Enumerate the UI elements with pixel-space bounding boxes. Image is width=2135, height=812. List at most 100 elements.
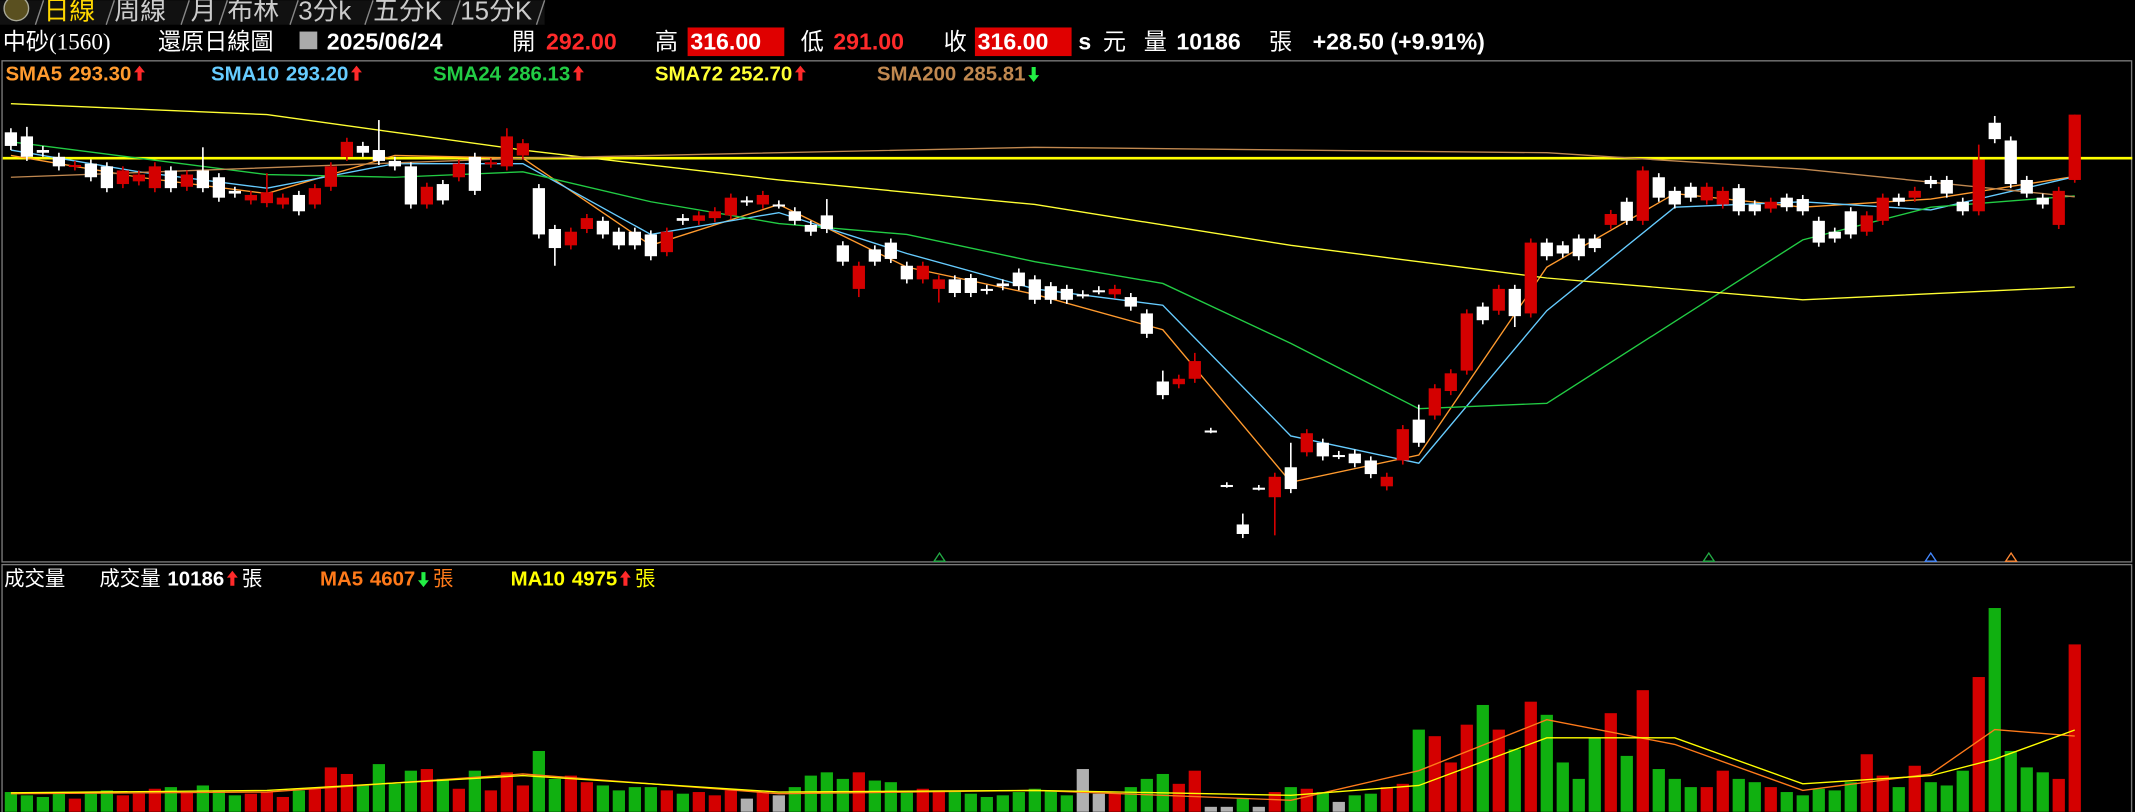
signal-marker [2004, 551, 2018, 562]
tab[interactable]: 布林 [227, 0, 279, 25]
legend-value: 286.13 [508, 64, 570, 86]
volume-bar [1988, 608, 2001, 812]
tab[interactable]: 15分K [460, 0, 532, 25]
volume-bar [1668, 778, 1681, 812]
candle-body [1252, 487, 1265, 490]
volume-bar [68, 798, 82, 812]
candle-body [900, 265, 913, 280]
candle-body [372, 150, 385, 161]
high-value: 316.00 [690, 28, 761, 54]
volume-bar [1572, 778, 1585, 812]
candle-body [1428, 388, 1441, 416]
volume-bar [100, 790, 114, 812]
candle-body [116, 170, 130, 185]
candle-body [1412, 419, 1425, 443]
trend-arrow [572, 65, 584, 81]
volume-bar [1028, 788, 1041, 812]
candle-body [1268, 476, 1281, 498]
legend-unit: 張 [635, 569, 655, 591]
volume-panel [1, 563, 2133, 812]
candle-body [1652, 177, 1665, 198]
candle-body [1908, 190, 1921, 198]
candle-body [388, 160, 401, 167]
volume-bar [132, 793, 146, 812]
candle-body [228, 190, 242, 194]
legend-name: SMA10 [211, 64, 279, 86]
candle-body [1988, 122, 2001, 140]
volume-bar [244, 793, 258, 812]
legend-item: SMA72 252.70 [655, 64, 792, 86]
volume-bar [1620, 755, 1633, 812]
candle-body [1636, 170, 1649, 221]
volume-bar [596, 785, 609, 812]
legend-value: 252.70 [730, 64, 792, 86]
volume-bar [148, 788, 162, 812]
candle-body [724, 197, 737, 216]
checkbox[interactable] [299, 31, 318, 50]
legend-value: 10186 [167, 569, 224, 591]
volume-bar [740, 798, 753, 812]
volume-bar [388, 783, 401, 812]
volume-bar [1924, 782, 1937, 812]
low-label: 低 [801, 28, 824, 54]
volume-bar [1268, 792, 1281, 812]
volume-bar [996, 795, 1009, 812]
candle-body [1812, 220, 1825, 243]
volume-bar [1364, 793, 1377, 812]
volume-bar [436, 778, 449, 812]
value-highlight [687, 27, 785, 57]
volume-bar [1492, 729, 1505, 812]
legend-name: MA5 [320, 569, 363, 591]
candle-body [1076, 294, 1089, 297]
candle-body [660, 231, 673, 253]
candle-body [500, 136, 513, 167]
tab[interactable]: 3分k [298, 0, 351, 25]
candle-body [2036, 197, 2049, 205]
volume-bar [1076, 769, 1089, 812]
candle-body [1444, 373, 1457, 392]
candle-body [132, 174, 146, 182]
volume-bar [1940, 785, 1953, 812]
volume-bar [1524, 701, 1537, 812]
candle-body [692, 215, 705, 221]
candle-body [532, 188, 545, 235]
tab[interactable]: 月 [191, 0, 217, 25]
candle-body [1092, 290, 1105, 293]
volume-bar [660, 790, 673, 812]
legend-value: 4607 [370, 569, 415, 591]
candle-body [2004, 140, 2017, 185]
candle-body [1236, 524, 1249, 534]
candle-body [980, 288, 993, 291]
candle-body [2020, 179, 2033, 194]
volume-bar [1956, 770, 1969, 812]
tab[interactable]: 日線 [44, 0, 96, 25]
candle-body [1492, 288, 1505, 311]
candle-body [1588, 238, 1601, 249]
volume-bar [1396, 783, 1409, 812]
candle-body [1476, 306, 1489, 321]
ma-line [10, 729, 2075, 797]
volume-bar [36, 796, 50, 812]
volume-bar [340, 773, 353, 812]
volume-bar [676, 793, 689, 812]
change: +28.50 (+9.91%) [1313, 28, 1485, 54]
candle-body [756, 194, 769, 205]
tab[interactable]: 五分K [373, 0, 442, 25]
legend-value: 4975 [572, 569, 617, 591]
legend-value: 293.20 [286, 64, 348, 86]
legend-item: SMA10 293.20 [211, 64, 348, 86]
candle-body [1572, 238, 1585, 257]
volume-bar [420, 769, 433, 812]
suffix: s [1078, 28, 1091, 54]
candle-body [612, 231, 625, 246]
trend-arrow [351, 65, 362, 81]
candle-body [1156, 381, 1169, 396]
tab[interactable]: 周線 [114, 0, 166, 25]
candle-body [1604, 214, 1617, 225]
volume-bar [1284, 787, 1297, 812]
candle-body [948, 279, 961, 293]
candle-body [1972, 159, 1985, 212]
candle-body [836, 245, 849, 262]
candle-body [1540, 242, 1553, 257]
